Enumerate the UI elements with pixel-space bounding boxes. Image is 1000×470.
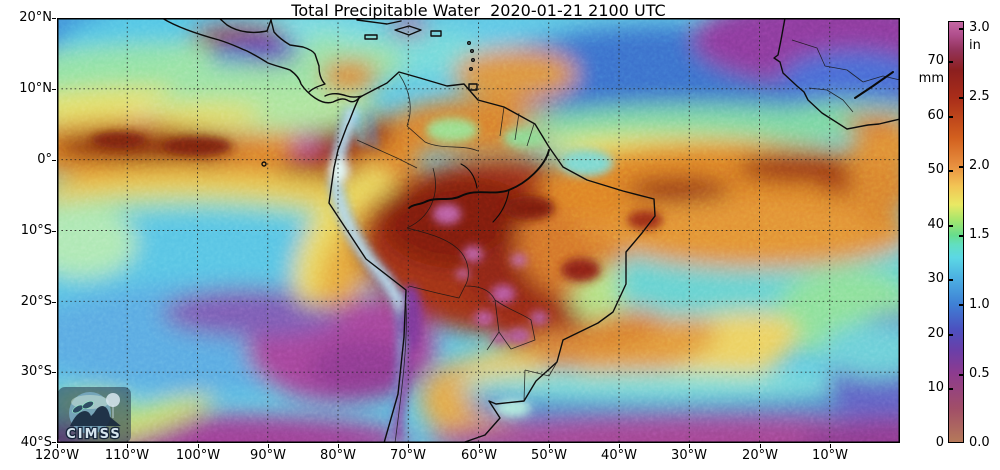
cimss-logo: CIMSS bbox=[58, 387, 131, 443]
lon-tick-label: 10°W bbox=[812, 448, 848, 463]
tick-mark bbox=[57, 444, 58, 448]
tick-mark bbox=[268, 444, 269, 448]
lat-tick-label: 10°N bbox=[19, 81, 52, 96]
tick-mark bbox=[52, 18, 56, 19]
page-title: Total Precipitable Water 2020-01-21 2100… bbox=[291, 1, 666, 20]
gridlines bbox=[57, 18, 900, 443]
tick-mark bbox=[52, 231, 56, 232]
lon-tick-label: 70°W bbox=[390, 448, 426, 463]
tick-mark bbox=[949, 225, 953, 227]
lon-tick-label: 120°W bbox=[34, 448, 80, 463]
tick-mark bbox=[198, 444, 199, 448]
colorbar-in-tick: 0.0 bbox=[969, 435, 990, 450]
colorbar-mm-tick: 10 bbox=[927, 380, 944, 395]
colorbar-mm-unit: mm bbox=[918, 71, 944, 86]
tick-mark bbox=[949, 388, 953, 390]
tick-mark bbox=[619, 444, 620, 448]
colorbar-in-tick: 2.0 bbox=[969, 158, 990, 173]
lat-tick-label: 20°N bbox=[19, 10, 52, 25]
lon-tick-label: 110°W bbox=[104, 448, 150, 463]
tick-mark bbox=[959, 235, 963, 237]
colorbar-mm-tick: 70 bbox=[927, 53, 944, 68]
tick-mark bbox=[949, 170, 953, 172]
tick-mark bbox=[959, 304, 963, 306]
lat-tick-label: 0° bbox=[37, 152, 52, 167]
amazon-river bbox=[408, 71, 894, 223]
tick-mark bbox=[52, 302, 56, 303]
tick-mark bbox=[959, 28, 963, 30]
cimss-logo-text: CIMSS bbox=[66, 427, 121, 442]
tick-mark bbox=[479, 444, 480, 448]
tick-mark bbox=[830, 444, 831, 448]
map-plot-area: CIMSS bbox=[57, 18, 900, 443]
tick-mark bbox=[760, 444, 761, 448]
colorbar-mm-tick: 60 bbox=[927, 108, 944, 123]
lat-tick-label: 40°S bbox=[20, 435, 52, 450]
lat-tick-label: 10°S bbox=[20, 223, 52, 238]
lon-tick-label: 80°W bbox=[320, 448, 356, 463]
colorbar-mm-tick: 0 bbox=[935, 435, 944, 450]
tick-mark bbox=[959, 374, 963, 376]
colorbar-in-tick: 1.0 bbox=[969, 297, 990, 312]
tick-mark bbox=[52, 442, 56, 443]
lon-tick-label: 40°W bbox=[601, 448, 637, 463]
colorbar-in-tick: 1.5 bbox=[969, 227, 990, 242]
tick-mark bbox=[127, 444, 128, 448]
lat-tick-label: 30°S bbox=[20, 364, 52, 379]
map-frame bbox=[57, 18, 900, 443]
colorbar-in-tick: 2.5 bbox=[969, 89, 990, 104]
tick-mark bbox=[52, 89, 56, 90]
lon-tick-label: 90°W bbox=[250, 448, 286, 463]
colorbar bbox=[948, 21, 964, 443]
tick-mark bbox=[52, 372, 56, 373]
colorbar-in-tick: 0.5 bbox=[969, 366, 990, 381]
tick-mark bbox=[949, 279, 953, 281]
tick-mark bbox=[959, 97, 963, 99]
tick-mark bbox=[338, 444, 339, 448]
lon-tick-label: 50°W bbox=[531, 448, 567, 463]
tick-mark bbox=[949, 334, 953, 336]
tick-mark bbox=[689, 444, 690, 448]
lon-tick-label: 30°W bbox=[671, 448, 707, 463]
tick-mark bbox=[408, 444, 409, 448]
colorbar-in-unit: in bbox=[969, 38, 981, 53]
colorbar-mm-tick: 20 bbox=[927, 326, 944, 341]
colorbar-mm-tick: 30 bbox=[927, 271, 944, 286]
tick-mark bbox=[52, 160, 56, 161]
colorbar-mm-tick: 40 bbox=[927, 217, 944, 232]
colorbar-mm-tick: 50 bbox=[927, 162, 944, 177]
colorbar-in-tick: 3.0 bbox=[969, 20, 990, 35]
tick-mark bbox=[949, 61, 953, 63]
country-borders bbox=[356, 39, 900, 443]
lat-tick-label: 20°S bbox=[20, 294, 52, 309]
tick-mark bbox=[549, 444, 550, 448]
lon-tick-label: 60°W bbox=[461, 448, 497, 463]
tick-mark bbox=[949, 116, 953, 118]
coastlines bbox=[161, 18, 900, 443]
lon-tick-label: 100°W bbox=[175, 448, 221, 463]
lon-tick-label: 20°W bbox=[742, 448, 778, 463]
tick-mark bbox=[959, 166, 963, 168]
map-canvas: CIMSS bbox=[57, 18, 900, 443]
